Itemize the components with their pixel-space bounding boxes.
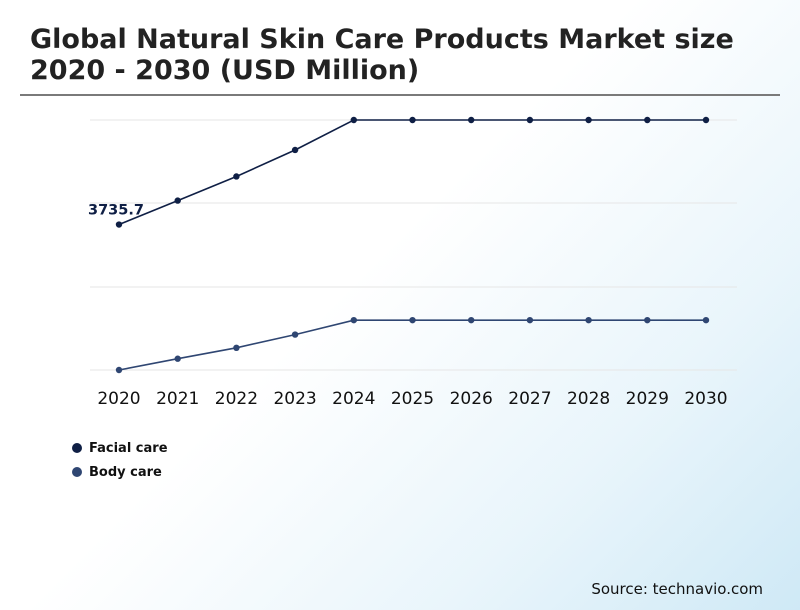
- legend-label-facial-care: Facial care: [89, 440, 168, 456]
- data-point-body-care: [526, 316, 534, 324]
- data-point-facial-care: [291, 146, 299, 154]
- x-tick-label: 2022: [215, 389, 258, 409]
- x-tick-label: 2027: [508, 389, 551, 409]
- x-tick-label: 2029: [626, 389, 669, 409]
- data-point-facial-care: [585, 116, 592, 124]
- line-chart: 2020 2021 2022 2023 2024 2025 2026 2027 2028 2029…: [88, 116, 737, 409]
- data-point-facial-care: [702, 116, 710, 124]
- data-point-facial-care: [409, 116, 416, 124]
- data-point-facial-care: [526, 116, 534, 124]
- data-point-body-care: [409, 316, 416, 324]
- series-line-body-care: [118, 319, 706, 371]
- data-point-body-care: [585, 316, 592, 324]
- x-tick-label: 2030: [684, 389, 727, 409]
- data-point-facial-care: [174, 197, 181, 204]
- data-point-facial-care: [350, 116, 357, 124]
- legend-marker-body-care: [72, 467, 82, 477]
- legend-item-facial-care: Facial care: [72, 436, 168, 460]
- legend-item-body-care: Body care: [72, 460, 168, 484]
- data-point-body-care: [115, 366, 123, 374]
- data-point-body-care: [468, 316, 475, 324]
- legend-label-body-care: Body care: [89, 464, 162, 480]
- source-note: Source: technavio.com: [591, 580, 763, 598]
- x-tick-label: 2020: [97, 389, 140, 409]
- x-tick-label: 2021: [156, 389, 199, 409]
- data-point-facial-care: [233, 173, 240, 180]
- legend-marker-facial-care: [72, 443, 82, 453]
- data-point-body-care: [350, 316, 357, 324]
- title-divider: [20, 94, 780, 96]
- chart-title: Global Natural Skin Care Products Market…: [30, 24, 734, 86]
- legend: Facial care Body care: [72, 436, 168, 484]
- data-point-body-care: [174, 355, 181, 362]
- x-tick-label: 2028: [567, 389, 610, 409]
- x-tick-label: 2025: [391, 389, 434, 409]
- data-point-body-care: [233, 344, 240, 352]
- data-point-body-care: [291, 331, 299, 338]
- x-tick-label: 2026: [450, 389, 493, 409]
- x-tick-label: 2023: [273, 389, 316, 409]
- data-point-facial-care: [468, 116, 475, 124]
- series-line-facial-care: [118, 119, 706, 226]
- data-point-body-care: [644, 316, 651, 324]
- data-label: 3735.7: [88, 203, 144, 219]
- data-point-facial-care: [644, 116, 651, 124]
- data-point-body-care: [702, 316, 710, 324]
- data-point-facial-care: [115, 221, 123, 228]
- x-tick-label: 2024: [332, 389, 375, 409]
